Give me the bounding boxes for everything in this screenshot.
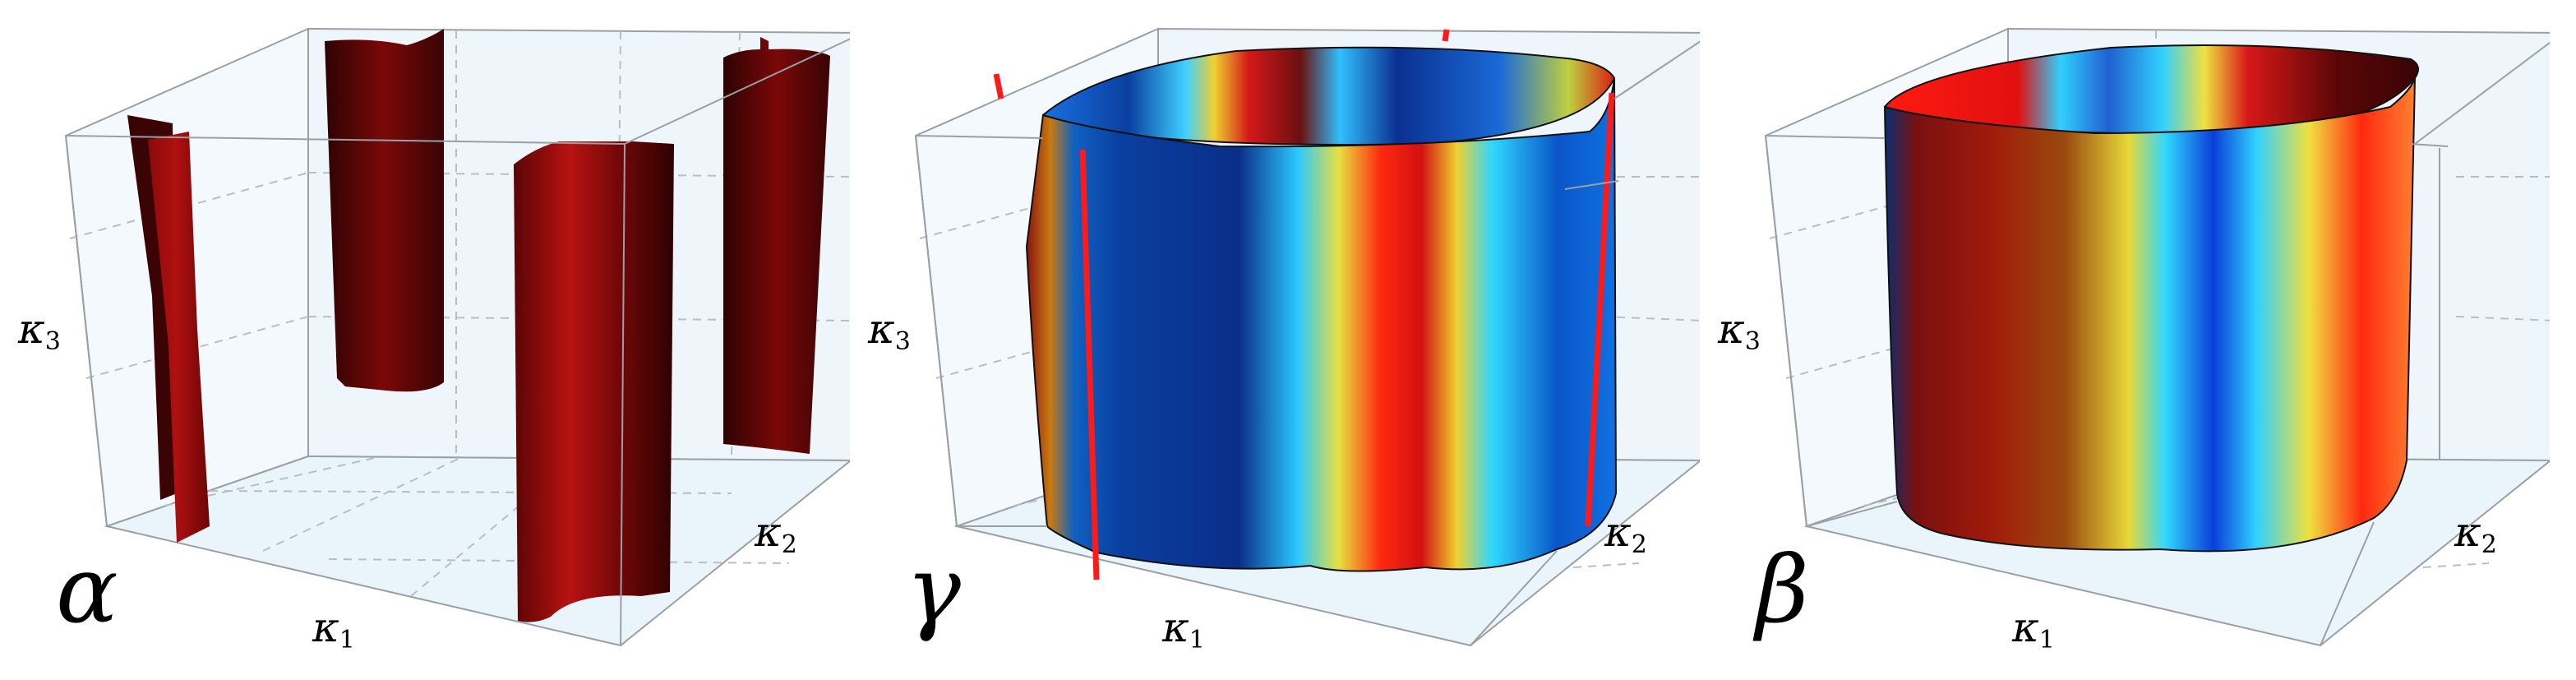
panel-alpha: κ3 κ2 κ1 α xyxy=(0,0,850,680)
fermi-surface-plot-beta xyxy=(1764,27,2550,647)
fermi-surface-gamma-outer xyxy=(1025,77,1618,572)
fermi-surface-plot-gamma xyxy=(914,27,1700,647)
axis-label-kappa1: κ1 xyxy=(1162,604,1205,655)
box-front-edges xyxy=(915,40,1700,646)
panel-beta: κ3 κ2 κ1 β xyxy=(1700,0,2550,680)
box-front-edges xyxy=(1765,41,2550,646)
axis-label-kappa1: κ1 xyxy=(312,604,355,655)
axis-label-kappa3: κ3 xyxy=(868,305,911,356)
box-front-edges xyxy=(65,38,850,646)
axis-label-kappa3: κ3 xyxy=(18,305,61,356)
panel-name-alpha: α xyxy=(56,537,118,644)
fermi-surface-plot-alpha xyxy=(64,27,850,647)
panel-gamma: κ3 κ2 κ1 γ xyxy=(850,0,1700,680)
axis-label-kappa3: κ3 xyxy=(1718,305,1761,356)
axis-label-kappa2: κ2 xyxy=(2454,508,2497,559)
panel-name-beta: β xyxy=(1756,537,1809,644)
fermi-surface-beta-outer xyxy=(1883,77,2416,553)
axis-label-kappa2: κ2 xyxy=(1604,508,1647,559)
panel-name-gamma: γ xyxy=(906,537,961,644)
fermi-sheets-alpha xyxy=(127,29,830,622)
axis-label-kappa2: κ2 xyxy=(755,508,797,559)
red-line-markers xyxy=(993,29,1615,581)
axis-label-kappa1: κ1 xyxy=(2012,604,2055,655)
